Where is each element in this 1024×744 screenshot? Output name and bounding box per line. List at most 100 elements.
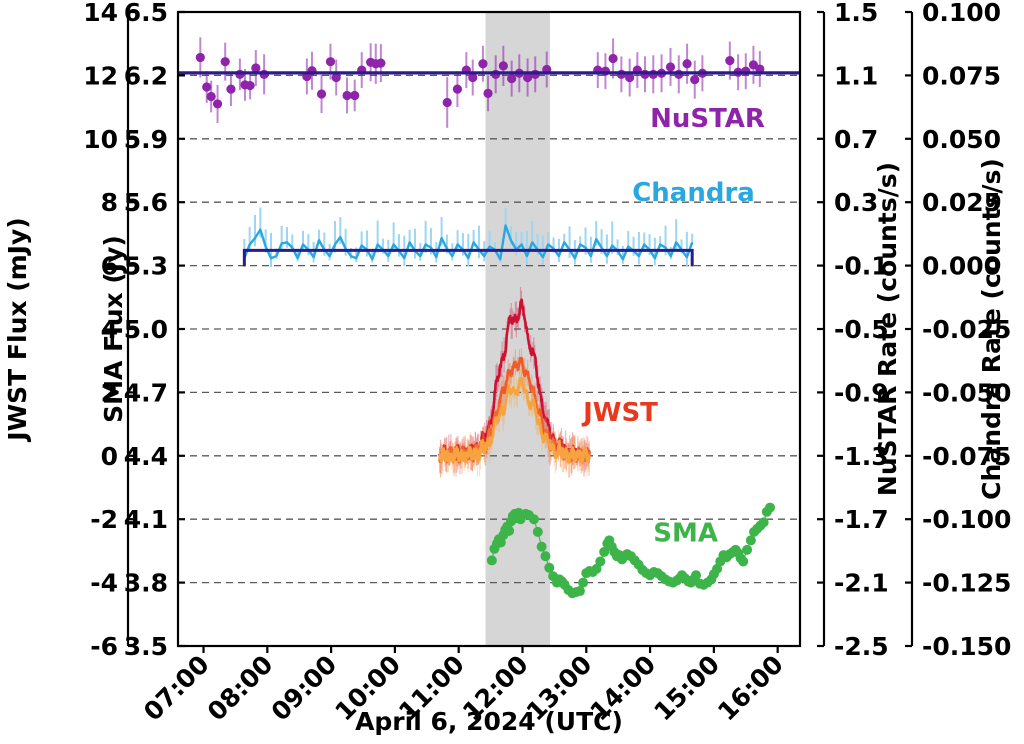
nustar-point (478, 59, 488, 69)
nustar-point (350, 90, 360, 101)
jwst-flux-axis-tick-label: -6 (90, 632, 118, 661)
nustar-point (195, 52, 205, 63)
x-tick-label: 07:00 (138, 650, 215, 727)
sma-point (738, 556, 749, 567)
nustar-point (483, 88, 493, 98)
nustar-point (376, 58, 386, 68)
nustar-rate-axis-tick-label: -0.1 (834, 252, 889, 281)
sma-point (536, 541, 547, 552)
sma-flux-axis-tick-label: 5.9 (124, 125, 168, 154)
nustar-rate-axis-tick-label: -2.5 (834, 632, 889, 661)
sma-point (758, 517, 769, 528)
nustar-point (245, 80, 255, 91)
x-axis: 07:0008:0009:0010:0011:0012:0013:0014:00… (138, 646, 789, 736)
chandra-rate-axis-tick-label: -0.025 (922, 315, 1011, 344)
nustar-point (202, 82, 212, 92)
jwst-flux-axis-tick-label: 0 (101, 442, 118, 471)
jwst-flux-axis-tick-label: 4 (101, 315, 118, 344)
nustar-point (625, 72, 635, 83)
jwst-band-light-orange (438, 376, 591, 465)
nustar-point (316, 89, 327, 99)
chandra-rate-axis-tick-label: 0.000 (922, 252, 1001, 281)
nustar-point (452, 84, 463, 94)
chandra-rate-axis-title: Chandra Rate (counts/s) (977, 158, 1006, 500)
chandra-rate-axis-tick-label: 0.100 (922, 0, 1001, 27)
jwst-flux-axis-tick-label: -2 (90, 505, 118, 534)
sma-flux-axis-title: SMA Flux (Jy) (99, 235, 128, 423)
sma-point (595, 556, 606, 567)
sma-flux-axis-tick-label: 6.2 (124, 61, 168, 90)
sma-point (599, 546, 610, 557)
jwst-flux-axis: 14 12 10 8 6 4 2 0 -2 -4 -6 (83, 0, 135, 661)
sma-point (745, 535, 756, 546)
nustar-rate-axis-tick-label: -1.7 (834, 505, 889, 534)
jwst-flux-axis-tick-label: 6 (101, 252, 118, 281)
nustar-point (498, 61, 508, 71)
jwst-flux-axis-tick-label: 2 (101, 378, 118, 407)
chandra-rate-axis: 0.100 0.075 0.050 0.025 0.000 -0.025 -0.050 -0.… (905, 0, 1011, 661)
x-tick-label: 16:00 (712, 650, 789, 727)
nustar-point (331, 72, 341, 83)
nustar-point (325, 57, 336, 67)
nustar-point (220, 57, 230, 67)
x-axis-title: April 6, 2024 (UTC) (355, 707, 623, 736)
sma-series (486, 502, 776, 599)
sma-flux-axis-tick-label: 3.8 (124, 569, 168, 598)
nustar-point (507, 73, 517, 84)
chandra-rate-axis-tick-label: -0.125 (922, 569, 1011, 598)
sma-flux-axis: 6.5 6.2 5.9 5.6 5.3 5.0 4.7 4.4 4.1 3.8 3.5 (124, 0, 185, 661)
jwst-flux-axis-title: JWST Flux (mJy) (3, 217, 32, 442)
jwst-series (438, 286, 591, 478)
sma-flux-axis-tick-label: 5.0 (124, 315, 168, 344)
chandra-rate-axis-tick-label: -0.150 (922, 632, 1011, 661)
jwst-flux-axis-tick-label: 10 (83, 125, 118, 154)
sma-flux-axis-tick-label: 5.6 (124, 188, 168, 217)
sma-point (504, 525, 515, 536)
nustar-point (226, 84, 236, 94)
x-tick-label: 08:00 (202, 650, 279, 727)
sma-flux-axis-tick-label: 4.1 (124, 505, 168, 534)
nustar-point (522, 72, 533, 83)
x-tick-label: 09:00 (266, 650, 343, 727)
nustar-rate-axis-tick-label: -0.9 (834, 378, 889, 407)
chandra-rate-axis-tick-label: 0.025 (922, 188, 1001, 217)
sma-point (528, 514, 539, 525)
chandra-rate-axis-tick-label: -0.050 (922, 378, 1011, 407)
nustar-rate-axis-tick-label: 0.3 (834, 188, 878, 217)
series-label-jwst: JWST (581, 398, 658, 428)
sma-point (574, 586, 585, 597)
nustar-rate-axis-tick-label: 0.7 (834, 125, 878, 154)
nustar-point (212, 99, 223, 109)
nustar-point (251, 63, 261, 73)
axes: 14 12 10 8 6 4 2 0 -2 -4 -6 6.5 6.2 5.9 5.6 5.3 5.0 4.7 4.… (3, 0, 1011, 661)
nustar-point (342, 90, 352, 101)
sma-point (486, 555, 497, 566)
sma-point (691, 570, 702, 581)
nustar-rate-axis-tick-label: -1.3 (834, 442, 889, 471)
nustar-rate-axis-tick-label: 1.1 (834, 61, 878, 90)
jwst-flux-axis-tick-label: 8 (101, 188, 118, 217)
constant-fit-lines (178, 71, 800, 267)
sma-point (544, 562, 555, 573)
nustar-series (195, 37, 765, 128)
series-label-chandra: Chandra (632, 178, 755, 208)
nustar-point (206, 91, 216, 102)
sma-point (765, 502, 776, 513)
sma-flux-axis-tick-label: 5.3 (124, 252, 168, 281)
nustar-rate-axis-tick-label: -0.5 (834, 315, 889, 344)
sma-point (540, 551, 551, 562)
sma-flux-axis-tick-label: 6.5 (124, 0, 168, 27)
series-label-nustar: NuSTAR (650, 104, 765, 134)
nustar-rate-axis-tick-label: 1.5 (834, 0, 878, 27)
sma-flux-axis-tick-label: 3.5 (124, 632, 168, 661)
nustar-point (442, 97, 452, 108)
nustar-point (725, 56, 735, 66)
sma-point (578, 577, 589, 588)
chandra-rate-axis-tick-label: 0.050 (922, 125, 1001, 154)
nustar-point (690, 75, 700, 85)
chandra-rate-axis-tick-label: 0.075 (922, 61, 1001, 90)
sma-flux-axis-tick-label: 4.4 (124, 442, 168, 471)
jwst-flux-axis-tick-label: 14 (83, 0, 118, 27)
